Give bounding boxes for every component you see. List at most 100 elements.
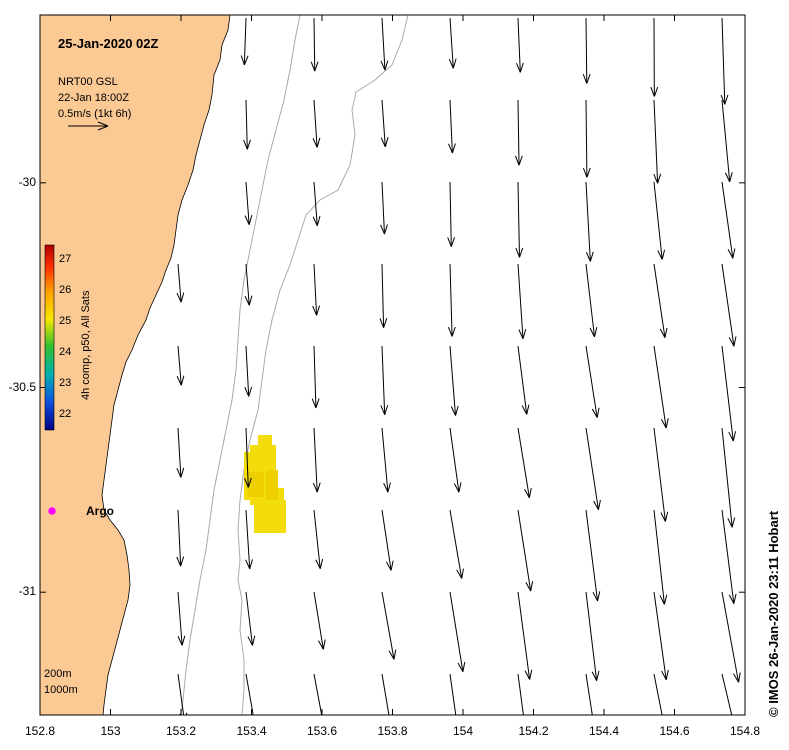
current-vector-head	[665, 418, 669, 429]
current-vector	[313, 17, 316, 72]
current-vector-head	[660, 419, 667, 429]
current-vector	[585, 345, 598, 418]
current-vector	[449, 427, 460, 493]
current-vector-head	[594, 326, 598, 337]
current-vector-head	[312, 216, 318, 226]
current-vector	[449, 263, 453, 337]
current-vector	[381, 181, 385, 235]
x-tick-label: 154.8	[729, 724, 761, 738]
current-vector-head	[447, 326, 453, 337]
current-vector-head	[385, 561, 392, 571]
current-vector-head	[315, 559, 321, 569]
current-vector	[381, 263, 385, 328]
current-vector	[653, 99, 659, 184]
current-vector-head	[314, 61, 319, 72]
current-vector	[177, 591, 183, 646]
x-tick-label: 154.4	[588, 724, 620, 738]
current-vector	[517, 673, 524, 715]
current-vector-head	[582, 167, 588, 178]
argo-label: Argo	[86, 504, 114, 518]
current-vector-head	[728, 594, 735, 604]
current-vector-head	[384, 60, 389, 71]
current-vector	[653, 263, 666, 338]
current-vector-head	[384, 405, 389, 415]
current-vector-head	[249, 559, 254, 570]
current-vector	[585, 591, 598, 681]
current-vector-head	[395, 742, 397, 750]
current-vector	[313, 509, 321, 569]
current-vector-head	[599, 746, 601, 750]
current-vector	[177, 263, 182, 303]
current-vector-head	[524, 670, 531, 680]
current-vector-head	[245, 559, 251, 570]
current-vector-head	[247, 636, 253, 646]
current-vector-head	[450, 237, 456, 247]
current-vector-head	[248, 214, 253, 225]
current-vector	[245, 345, 250, 397]
current-vector-head	[589, 327, 595, 338]
current-vector-head	[380, 224, 385, 235]
current-vector-head	[591, 671, 598, 681]
current-vector-head	[310, 61, 316, 72]
current-vector-head	[390, 560, 394, 571]
current-vector-head	[387, 482, 391, 493]
legend-scale: 0.5m/s (1kt 6h)	[58, 108, 132, 120]
current-vector	[585, 181, 591, 262]
current-vector	[313, 181, 318, 226]
x-tick-label: 152.8	[24, 724, 56, 738]
current-vector-head	[593, 500, 599, 510]
current-vector	[449, 345, 456, 416]
current-vector-head	[240, 55, 245, 66]
current-vector-head	[248, 295, 253, 306]
current-vector-head	[582, 73, 588, 84]
current-vector	[517, 427, 530, 498]
current-vector-head	[461, 568, 464, 579]
current-vector-head	[462, 661, 466, 672]
current-vector-head	[311, 398, 317, 409]
current-vector-head	[388, 650, 395, 660]
current-vector-head	[596, 407, 600, 418]
current-vector-head	[316, 137, 321, 148]
current-vector	[653, 509, 665, 605]
land-mass	[40, 15, 231, 715]
current-vector-head	[248, 386, 253, 397]
current-vector-head	[312, 138, 318, 148]
isobath-label-200m: 200m	[44, 668, 72, 680]
current-vector-head	[251, 635, 256, 646]
current-vector-head	[720, 94, 726, 105]
current-vector-head	[724, 172, 731, 183]
argo-marker	[48, 507, 56, 515]
current-vector-head	[451, 143, 456, 154]
current-vector-head	[380, 405, 386, 415]
current-vector	[585, 509, 599, 602]
current-vector	[177, 427, 182, 478]
current-vector	[313, 263, 318, 316]
current-vector	[381, 99, 386, 147]
current-vector-head	[665, 669, 669, 680]
current-vector-head	[383, 224, 388, 235]
current-vector-head	[657, 250, 663, 260]
current-vector	[585, 673, 593, 715]
current-vector	[721, 345, 734, 442]
colorbar-tick-label: 22	[59, 407, 72, 420]
x-tick-label: 154.6	[659, 724, 690, 738]
current-vector	[585, 17, 588, 84]
current-vector-head	[664, 511, 669, 522]
current-vector	[517, 99, 520, 166]
colorbar-tick-label: 26	[59, 284, 72, 297]
current-vector-head	[526, 404, 530, 415]
current-vector-head	[457, 662, 464, 673]
sst-patch	[244, 435, 286, 533]
current-vector-head	[383, 318, 388, 328]
current-vector	[585, 427, 599, 510]
current-vector-head	[317, 640, 324, 650]
current-vector	[381, 591, 395, 660]
current-vector	[381, 509, 392, 571]
colorbar-tick-label: 25	[59, 315, 72, 328]
current-vector-head	[180, 467, 185, 478]
legend-product: NRT00 GSL	[58, 76, 118, 88]
current-vector-head	[516, 62, 521, 73]
current-vector-head	[597, 499, 601, 510]
current-vector-head	[732, 248, 736, 259]
current-vector	[449, 181, 452, 247]
